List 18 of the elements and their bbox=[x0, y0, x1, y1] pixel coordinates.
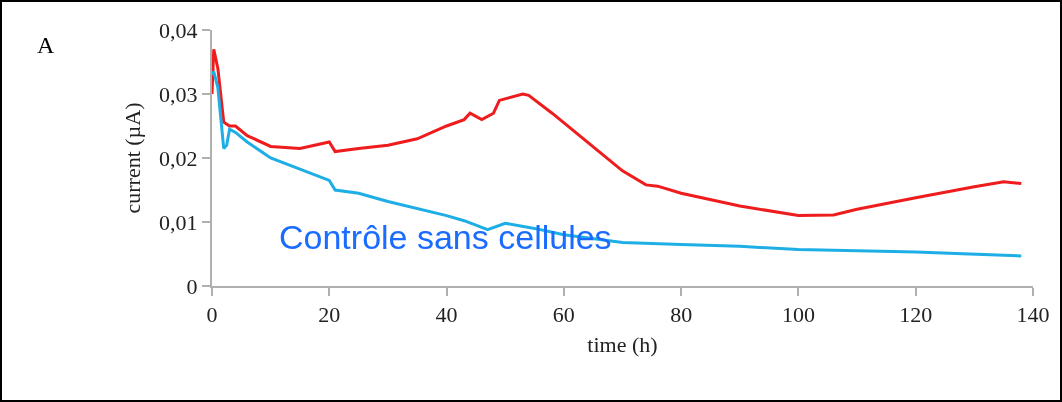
y-tick-label: 0,04 bbox=[159, 17, 198, 43]
x-tick-label: 40 bbox=[435, 302, 458, 328]
x-tick-label: 0 bbox=[206, 302, 218, 328]
y-tick-label: 0,02 bbox=[159, 145, 198, 171]
x-axis-title: time (h) bbox=[587, 331, 658, 357]
x-tick-label: 100 bbox=[781, 302, 815, 328]
x-tick-label: 120 bbox=[899, 302, 933, 328]
line-series bbox=[212, 70, 1023, 258]
x-tick-label: 140 bbox=[1016, 302, 1050, 328]
line-series bbox=[212, 47, 1023, 218]
y-tick-label: 0 bbox=[186, 273, 198, 299]
y-tick-label: 0,01 bbox=[159, 209, 198, 235]
text: A bbox=[37, 32, 55, 58]
y-tick-label: 0,03 bbox=[159, 81, 198, 107]
x-tick-label: 20 bbox=[318, 302, 341, 328]
x-tick-label: 60 bbox=[552, 302, 575, 328]
y-axis-title: current (µA) bbox=[120, 102, 146, 214]
x-tick-label: 80 bbox=[670, 302, 693, 328]
